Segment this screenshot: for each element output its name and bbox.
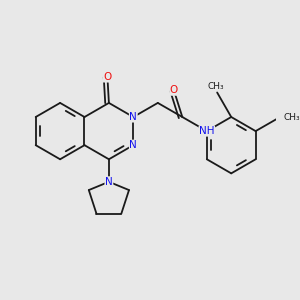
Text: NH: NH — [199, 126, 214, 136]
Text: O: O — [170, 85, 178, 95]
Text: CH₃: CH₃ — [207, 82, 224, 91]
Text: N: N — [129, 140, 137, 150]
Text: N: N — [129, 112, 137, 122]
Text: N: N — [105, 177, 113, 187]
Text: CH₃: CH₃ — [283, 112, 300, 122]
Text: O: O — [103, 72, 112, 82]
